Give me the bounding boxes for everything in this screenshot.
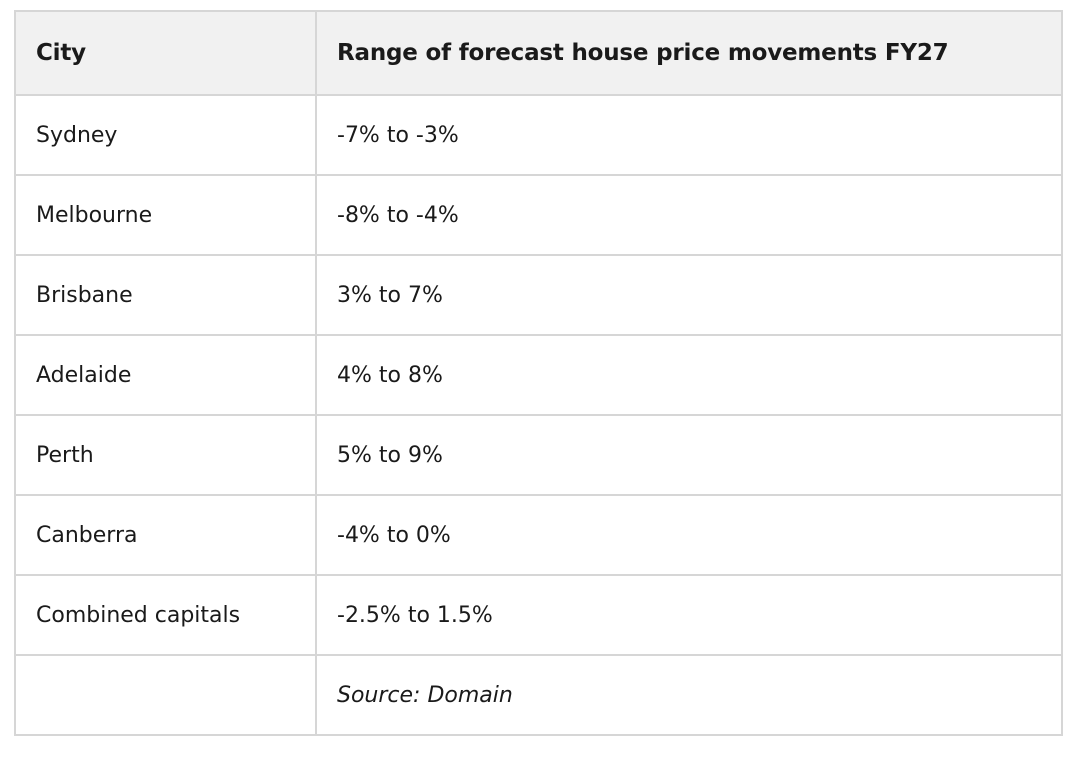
range-cell: 3% to 7% — [315, 254, 1063, 336]
column-header-range: Range of forecast house price movements … — [315, 10, 1063, 96]
range-cell: 5% to 9% — [315, 414, 1063, 496]
source-row: Source: Domain — [14, 654, 1063, 736]
city-cell: Combined capitals — [14, 574, 317, 656]
column-header-city: City — [14, 10, 317, 96]
empty-cell — [14, 654, 317, 736]
table-row: Brisbane 3% to 7% — [14, 254, 1063, 336]
header-row: City Range of forecast house price movem… — [14, 10, 1063, 96]
range-cell: -7% to -3% — [315, 94, 1063, 176]
city-cell: Canberra — [14, 494, 317, 576]
table-row: Canberra -4% to 0% — [14, 494, 1063, 576]
range-cell: -8% to -4% — [315, 174, 1063, 256]
table-row: Melbourne -8% to -4% — [14, 174, 1063, 256]
city-cell: Sydney — [14, 94, 317, 176]
table-body: Sydney -7% to -3% Melbourne -8% to -4% B… — [14, 94, 1063, 736]
table-row: Perth 5% to 9% — [14, 414, 1063, 496]
table-row: Combined capitals -2.5% to 1.5% — [14, 574, 1063, 656]
table-header: City Range of forecast house price movem… — [14, 10, 1063, 96]
range-cell: -4% to 0% — [315, 494, 1063, 576]
city-cell: Adelaide — [14, 334, 317, 416]
city-cell: Perth — [14, 414, 317, 496]
city-cell: Melbourne — [14, 174, 317, 256]
table-row: Sydney -7% to -3% — [14, 94, 1063, 176]
forecast-table: City Range of forecast house price movem… — [14, 10, 1063, 736]
range-cell: -2.5% to 1.5% — [315, 574, 1063, 656]
forecast-table-container: City Range of forecast house price movem… — [14, 10, 1063, 736]
table-row: Adelaide 4% to 8% — [14, 334, 1063, 416]
range-cell: 4% to 8% — [315, 334, 1063, 416]
city-cell: Brisbane — [14, 254, 317, 336]
source-note: Source: Domain — [315, 654, 1063, 736]
